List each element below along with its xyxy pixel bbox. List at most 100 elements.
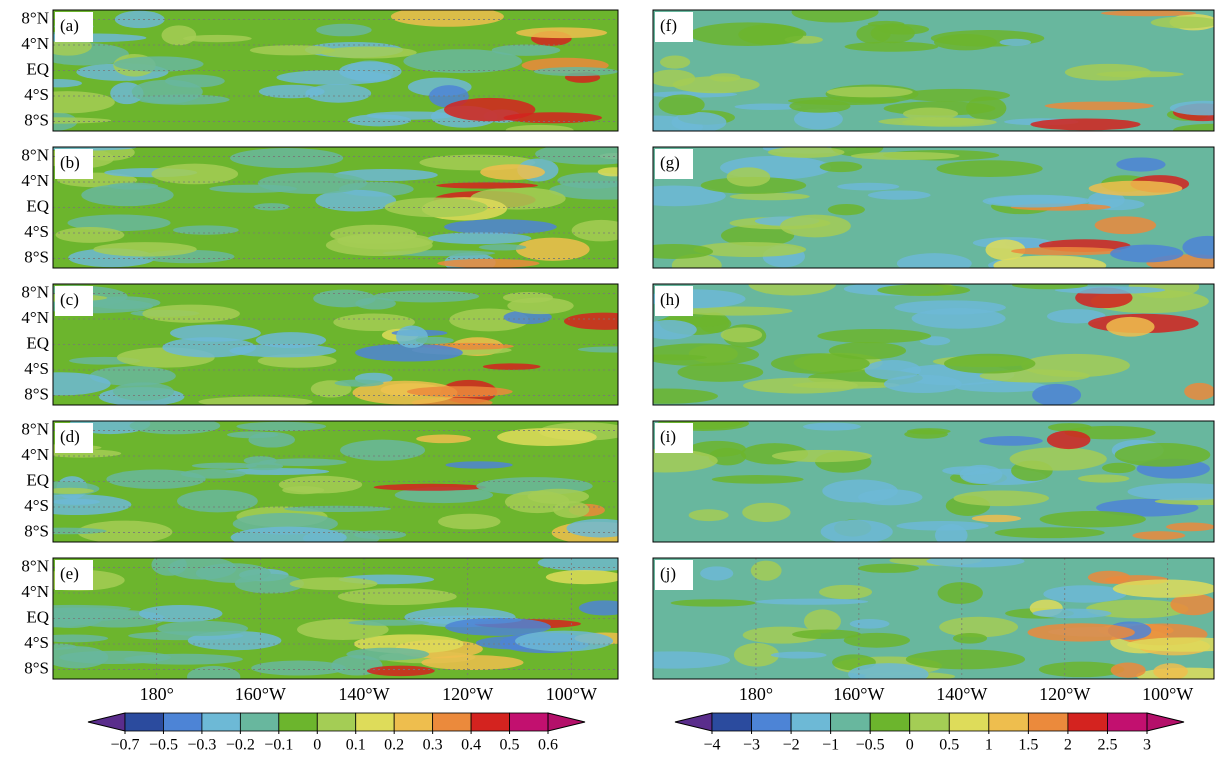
lat-tick-label: EQ <box>26 607 49 626</box>
lat-tick-label: 8°S <box>24 521 49 540</box>
field-blob <box>415 336 454 344</box>
colorbar-label: −2 <box>783 737 800 754</box>
field-blob <box>191 462 257 469</box>
lat-tick-label: EQ <box>26 470 49 489</box>
field-blob <box>653 243 714 259</box>
field-blob <box>151 163 239 185</box>
field-blob <box>366 665 435 677</box>
field-blob <box>138 604 223 623</box>
field-blob <box>792 629 862 640</box>
field-blob <box>437 258 540 268</box>
field-blob <box>373 483 487 491</box>
field-blob <box>416 434 472 444</box>
field-blob <box>236 421 327 432</box>
field-blob <box>355 343 463 362</box>
field-blob <box>229 343 337 358</box>
field-blob <box>535 147 618 165</box>
field-blob <box>688 509 729 522</box>
field-blob <box>161 25 197 46</box>
lat-tick-label: EQ <box>26 59 49 78</box>
field-blob <box>337 588 457 606</box>
field-blob <box>53 91 115 114</box>
lon-tick-label: 180° <box>739 684 773 704</box>
colorbar-ext <box>674 712 713 732</box>
field-blob <box>305 83 372 103</box>
field-blob <box>677 362 764 382</box>
field-blob <box>671 112 727 131</box>
field-blob <box>53 487 95 494</box>
field-blob <box>729 192 810 201</box>
lat-tick-label: 4°S <box>24 85 49 104</box>
field-blob <box>1054 286 1166 294</box>
colorbar-seg <box>711 712 752 732</box>
field-blob <box>444 97 536 122</box>
field-blob <box>180 469 246 479</box>
field-blob <box>979 435 1043 446</box>
panel-frame <box>52 420 619 543</box>
field-blob <box>939 616 1019 638</box>
panel-label: (f) <box>660 16 677 35</box>
field-blob <box>942 466 992 476</box>
field-blob <box>1127 637 1214 652</box>
field-blob <box>937 582 983 604</box>
colorbar-label: 3 <box>1143 737 1151 754</box>
field-blob <box>333 313 415 331</box>
field-blob <box>480 164 545 180</box>
field-blob <box>257 172 368 194</box>
panel-label-bg <box>655 149 693 179</box>
field-blob <box>177 489 258 513</box>
lon-tick-label: 160°W <box>235 684 286 704</box>
field-blob <box>315 189 397 212</box>
field-blob <box>936 160 1043 177</box>
lat-tick-label: 4°N <box>21 171 49 190</box>
field-blob <box>320 46 417 59</box>
lon-tick-label: 180° <box>140 684 174 704</box>
colorbar-seg <box>278 712 318 732</box>
field-blob <box>771 449 872 463</box>
field-blob <box>1166 522 1214 532</box>
colorbar-label: 2 <box>1064 737 1072 754</box>
field-blob <box>497 428 597 446</box>
field-blob <box>515 630 614 652</box>
lat-tick-label: EQ <box>26 333 49 352</box>
field-blob <box>257 353 337 368</box>
field-blob <box>791 10 879 23</box>
field-blob <box>553 501 590 519</box>
field-blob <box>1086 599 1189 619</box>
field-blob <box>1039 511 1146 528</box>
field-blob <box>1047 309 1106 324</box>
colorbar-label: 0.1 <box>346 737 366 754</box>
field-blob <box>877 284 971 296</box>
colorbar-seg <box>909 712 950 732</box>
field-blob <box>653 69 696 87</box>
field <box>653 421 1214 542</box>
lat-tick-label: 8°N <box>21 419 49 438</box>
field-blob <box>577 346 618 353</box>
colorbar-seg <box>355 712 395 732</box>
field-blob <box>653 388 718 404</box>
colorbar-seg <box>316 712 357 732</box>
field-blob <box>770 651 827 659</box>
colorbar-label: −0.7 <box>110 737 139 754</box>
field-blob <box>1064 63 1151 81</box>
field-blob <box>1044 101 1154 111</box>
colorbar-seg <box>124 712 164 732</box>
field-blob <box>1012 284 1088 290</box>
panel-label: (c) <box>60 290 79 309</box>
colorbar-seg <box>751 712 792 732</box>
field-blob <box>894 300 1006 315</box>
field-blob <box>170 324 261 342</box>
field-blob <box>438 513 501 530</box>
field-blob <box>742 502 791 523</box>
lat-tick-label: 8°N <box>21 556 49 575</box>
colorbar-seg <box>470 712 510 732</box>
colorbar-label: 1 <box>985 737 993 754</box>
field-blob <box>249 45 336 56</box>
field-blob <box>403 49 523 74</box>
field-blob <box>366 111 455 120</box>
field-blob <box>1009 447 1107 471</box>
field-blob <box>1032 383 1082 405</box>
field-blob <box>251 660 347 676</box>
colorbar-label: 0.6 <box>538 737 558 754</box>
colorbar-label: 0.5 <box>939 737 959 754</box>
